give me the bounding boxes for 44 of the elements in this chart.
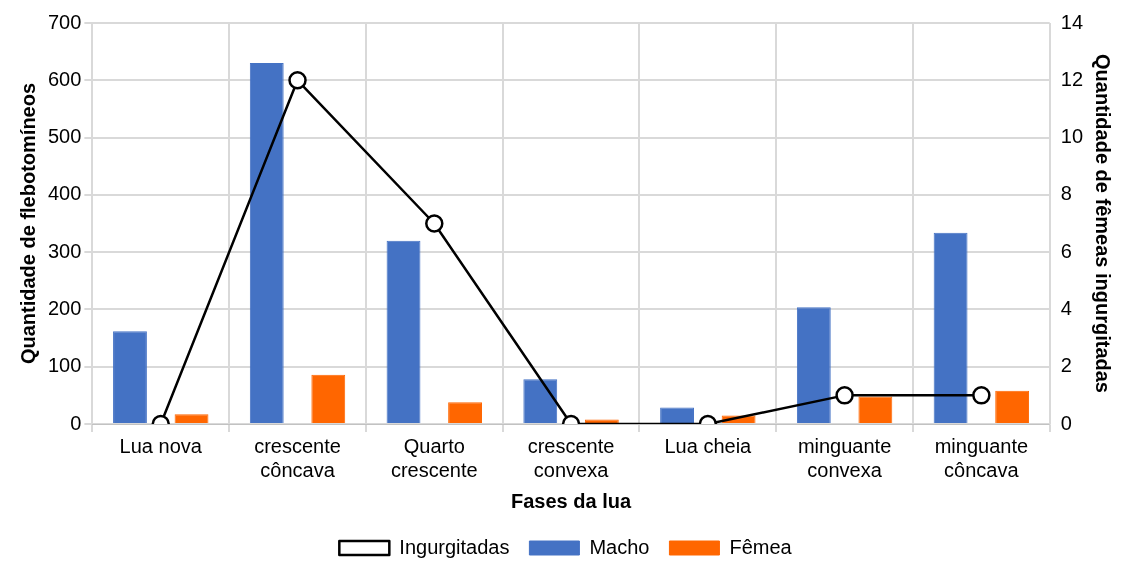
bar	[386, 240, 421, 423]
legend-label: Fêmea	[729, 535, 793, 558]
x-tick-label: crescente côncava	[254, 434, 341, 481]
y-tick-label: 100	[47, 354, 82, 377]
legend-label: Macho	[589, 535, 650, 558]
bar	[113, 331, 147, 423]
x-tick-label: crescente convexa	[527, 434, 615, 481]
y-tick-label: 400	[47, 182, 82, 205]
bar	[174, 414, 209, 423]
y-tick-label: 500	[47, 125, 82, 148]
y-tick-label: 200	[47, 296, 82, 319]
y2-axis-title: Quantidade de fêmeas ingurgitadas	[1092, 54, 1115, 393]
y2-tick-label: 4	[1060, 296, 1072, 319]
y-axis-title: Quantidade de flebotomíneos	[16, 82, 39, 365]
y2-tick-label: 6	[1060, 239, 1072, 262]
bar	[933, 232, 968, 423]
bar	[311, 374, 346, 423]
bar	[448, 402, 482, 423]
legend-label: Ingurgitadas	[399, 535, 510, 558]
x-tick-label: minguante côncava	[934, 434, 1029, 481]
x-tick-label: Quarto crescente	[390, 434, 478, 481]
y2-tick-label: 2	[1060, 354, 1072, 377]
point	[425, 214, 444, 233]
bar	[249, 63, 284, 423]
bar	[796, 307, 831, 423]
point	[288, 71, 307, 90]
x-tick-label: Lua nova	[119, 434, 203, 457]
y-tick-label: 0	[70, 411, 82, 434]
y-tick-label: 300	[47, 239, 82, 262]
bar	[584, 419, 619, 423]
y2-tick-label: 12	[1060, 67, 1083, 90]
y2-tick-label: 10	[1060, 125, 1083, 148]
x-tick-label: minguante convexa	[797, 434, 892, 481]
bar	[523, 379, 558, 423]
y2-tick-label: 8	[1060, 182, 1072, 205]
x-tick-label: Lua cheia	[664, 434, 753, 457]
y-tick-label: 600	[47, 67, 82, 90]
y-tick-label: 700	[47, 10, 82, 33]
bar	[995, 390, 1030, 423]
bar	[858, 396, 893, 423]
y2-tick-label: 14	[1060, 10, 1083, 33]
x-axis-title: Fases da lua	[511, 489, 632, 512]
y2-tick-label: 0	[1060, 411, 1072, 434]
bar	[660, 407, 694, 423]
